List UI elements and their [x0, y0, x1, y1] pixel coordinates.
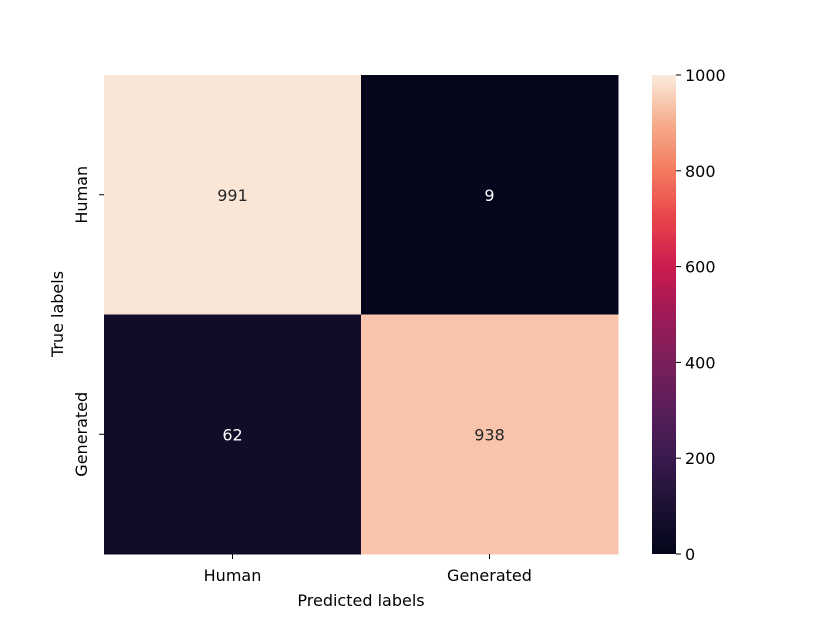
colorbar-tick-label: 0 [685, 545, 695, 564]
x-tick-label: Generated [447, 566, 532, 585]
cell-value-label: 9 [484, 186, 494, 205]
x-tick-label: Human [204, 566, 262, 585]
heatmap-cell [104, 314, 362, 555]
y-axis-ticks: Human Generated [72, 166, 104, 477]
heatmap-cell-labels: 991 9 62 938 [217, 186, 505, 445]
colorbar-ticks: 0 200 400 600 800 1000 [676, 66, 726, 564]
heatmap-cell [104, 75, 362, 315]
cell-value-label: 991 [217, 186, 248, 205]
cell-value-label: 62 [222, 425, 242, 444]
y-tick-label: Human [72, 166, 91, 224]
colorbar-tick-label: 200 [685, 449, 716, 468]
y-tick-label: Generated [72, 392, 91, 477]
colorbar-tick-label: 600 [685, 258, 716, 277]
colorbar-tick-label: 1000 [685, 66, 726, 85]
x-axis-label: Predicted labels [297, 591, 424, 610]
colorbar [652, 75, 676, 554]
x-axis-ticks: Human Generated [204, 554, 532, 585]
heatmap-cell [361, 314, 619, 555]
y-axis-label: True labels [48, 271, 67, 358]
heatmap-cells [104, 75, 619, 555]
colorbar-tick-label: 800 [685, 162, 716, 181]
heatmap-cell [361, 75, 619, 315]
colorbar-tick-label: 400 [685, 353, 716, 372]
cell-value-label: 938 [474, 425, 505, 444]
